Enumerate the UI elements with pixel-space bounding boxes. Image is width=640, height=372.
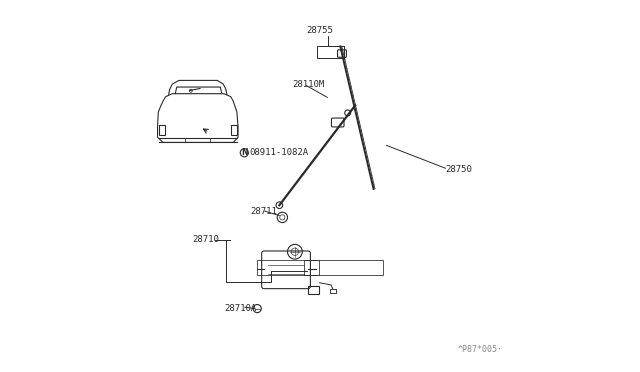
Text: 08911-1082A: 08911-1082A bbox=[250, 148, 308, 157]
Bar bbox=[330, 289, 336, 293]
Bar bbox=[257, 260, 383, 275]
Text: ^P87*005·: ^P87*005· bbox=[458, 345, 502, 354]
Bar bbox=[308, 286, 319, 294]
Bar bbox=[231, 125, 237, 135]
Text: 28750: 28750 bbox=[445, 165, 472, 174]
Text: 28711: 28711 bbox=[250, 207, 276, 217]
Text: 28755: 28755 bbox=[307, 26, 333, 35]
Text: N: N bbox=[241, 148, 248, 157]
Bar bbox=[185, 138, 211, 142]
Text: 28710A: 28710A bbox=[224, 304, 256, 313]
Bar bbox=[159, 125, 164, 135]
Bar bbox=[305, 260, 319, 275]
Text: 28110M: 28110M bbox=[292, 80, 324, 89]
Text: 28710: 28710 bbox=[193, 235, 220, 244]
